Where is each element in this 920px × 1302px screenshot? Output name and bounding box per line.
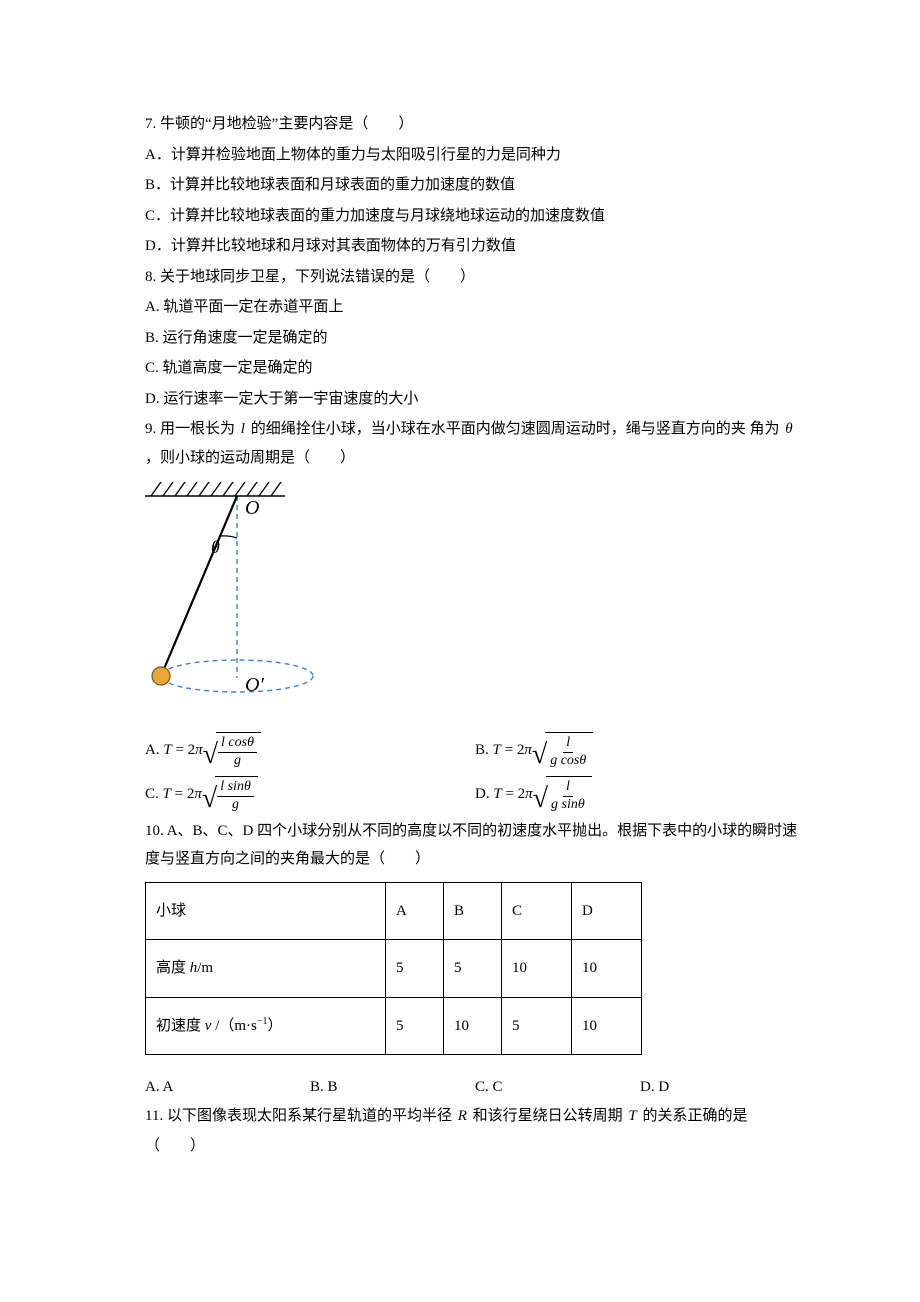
q9-stem: 9. 用一根长为 l 的细绳拴住小球，当小球在水平面内做匀速圆周运动时，绳与竖直… xyxy=(145,415,805,472)
q10-h0: 小球 xyxy=(146,882,386,940)
pendulum-diagram-icon: O O′ θ xyxy=(145,478,315,708)
q11-var-r: R xyxy=(456,1108,469,1124)
q9-stem-p2: 的细绳拴住小球，当小球在水平面内做匀速圆周运动时，绳与竖直方向的夹 xyxy=(251,421,746,437)
q10-opt-d: D. D xyxy=(640,1073,805,1102)
diagram-label-theta: θ xyxy=(211,537,220,557)
q11-p2: 和该行星绕日公转周期 xyxy=(473,1108,623,1124)
q10-stem: 10. A、B、C、D 四个小球分别从不同的高度以不同的初速度水平抛出。根据下表… xyxy=(145,817,805,874)
q10-r1-b: 5 xyxy=(444,940,502,998)
q9-opt-a-label: A. xyxy=(145,736,160,765)
q8-opt-c: C. 轨道高度一定是确定的 xyxy=(145,354,805,383)
q10-r2-label: 初速度 v /（m·s−1） xyxy=(146,997,386,1055)
q7-opt-b: B．计算并比较地球表面和月球表面的重力加速度的数值 xyxy=(145,171,805,200)
q11-var-t: T xyxy=(626,1108,638,1124)
q10-r2-sup: −1 xyxy=(257,1016,268,1027)
q10-h4: D xyxy=(572,882,642,940)
q10-h2: B xyxy=(444,882,502,940)
q10-r1-pre: 高度 xyxy=(156,960,190,976)
q7-opt-a: A．计算并检验地面上物体的重力与太阳吸引行星的力是同种力 xyxy=(145,141,805,170)
q9-opt-b: B. T = 2π √ lg cosθ xyxy=(475,729,805,773)
q11-stem: 11. 以下图像表现太阳系某行星轨道的平均半径 R 和该行星绕日公转周期 T 的… xyxy=(145,1102,805,1131)
q10-r2-close: ） xyxy=(268,1018,283,1034)
diagram-label-Op: O′ xyxy=(245,674,264,696)
q9-opt-c-label: C. xyxy=(145,780,159,809)
q10-r2-unit: /（m·s xyxy=(211,1018,256,1034)
q9-stem-p4: ，则小球的运动周期是（ ） xyxy=(145,450,355,466)
q10-table: 小球 A B C D 高度 h/m 5 5 10 10 初速度 v /（m·s−… xyxy=(145,882,642,1056)
q9-stem-p1: 9. 用一根长为 xyxy=(145,421,235,437)
q9-opt-a: A. T = 2π √ l cosθg xyxy=(145,729,475,773)
q7-opt-c: C．计算并比较地球表面的重力加速度与月球绕地球运动的加速度数值 xyxy=(145,202,805,231)
q8-stem: 8. 关于地球同步卫星，下列说法错误的是（ ） xyxy=(145,263,805,292)
q10-r2-pre: 初速度 xyxy=(156,1018,205,1034)
q9-b-den: g cosθ xyxy=(547,753,589,770)
q10-r2-a: 5 xyxy=(386,997,444,1055)
q10-opt-b: B. B xyxy=(310,1073,475,1102)
q10-r1-unit: /m xyxy=(197,960,213,976)
q9-d-den: g sinθ xyxy=(548,797,588,814)
q9-a-num: l cosθ xyxy=(218,735,257,753)
q9-b-num: l xyxy=(563,735,573,753)
q7-stem: 7. 牛顿的“月地检验”主要内容是（ ） xyxy=(145,110,805,139)
q9-opt-c: C. T = 2π √ l sinθg xyxy=(145,773,475,817)
q9-d-num: l xyxy=(563,779,573,797)
q9-opt-b-label: B. xyxy=(475,736,489,765)
q11-stem-line2: （ ） xyxy=(145,1132,805,1161)
q10-opt-c: C. C xyxy=(475,1073,640,1102)
table-row-velocity: 初速度 v /（m·s−1） 5 10 5 10 xyxy=(146,997,642,1055)
q10-r1-label: 高度 h/m xyxy=(146,940,386,998)
q10-h1: A xyxy=(386,882,444,940)
q11-p1: 11. 以下图像表现太阳系某行星轨道的平均半径 xyxy=(145,1108,452,1124)
q9-stem-p3: 角为 xyxy=(749,421,779,437)
q10-r1-a: 5 xyxy=(386,940,444,998)
table-row-header: 小球 A B C D xyxy=(146,882,642,940)
q9-c-den: g xyxy=(229,797,242,814)
q10-r1-c: 10 xyxy=(502,940,572,998)
q7-opt-d: D．计算并比较地球和月球对其表面物体的万有引力数值 xyxy=(145,232,805,261)
q8-opt-d: D. 运行速率一定大于第一宇宙速度的大小 xyxy=(145,385,805,414)
q9-c-num: l sinθ xyxy=(217,779,254,797)
q10-h3: C xyxy=(502,882,572,940)
q10-r2-c: 5 xyxy=(502,997,572,1055)
q10-r2-b: 10 xyxy=(444,997,502,1055)
q9-opt-d: D. T = 2π √ lg sinθ xyxy=(475,773,805,817)
q10-opt-a: A. A xyxy=(145,1073,310,1102)
q10-options: A. A B. B C. C D. D xyxy=(145,1073,805,1102)
q8-opt-b: B. 运行角速度一定是确定的 xyxy=(145,324,805,353)
q9-a-den: g xyxy=(231,753,244,770)
diagram-label-O: O xyxy=(245,497,259,519)
q10-r2-d: 10 xyxy=(572,997,642,1055)
q9-diagram: O O′ θ xyxy=(145,478,805,719)
q9-opt-d-label: D. xyxy=(475,780,490,809)
q8-opt-a: A. 轨道平面一定在赤道平面上 xyxy=(145,293,805,322)
q9-var-l: l xyxy=(239,421,247,437)
q9-options: A. T = 2π √ l cosθg B. T = 2π √ lg cosθ … xyxy=(145,729,805,817)
table-row-height: 高度 h/m 5 5 10 10 xyxy=(146,940,642,998)
q11-p3: 的关系正确的是 xyxy=(642,1108,747,1124)
q9-var-theta: θ xyxy=(783,421,794,437)
q10-r1-d: 10 xyxy=(572,940,642,998)
